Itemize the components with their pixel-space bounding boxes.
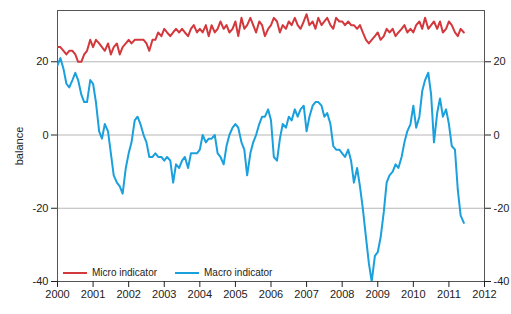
svg-text:-40: -40 — [33, 275, 49, 287]
svg-text:-20: -20 — [494, 202, 510, 214]
svg-text:2002: 2002 — [116, 288, 140, 300]
svg-text:2009: 2009 — [366, 288, 390, 300]
svg-text:2005: 2005 — [223, 288, 247, 300]
svg-text:2008: 2008 — [330, 288, 354, 300]
svg-text:2001: 2001 — [81, 288, 105, 300]
svg-text:20: 20 — [494, 55, 506, 67]
svg-text:-20: -20 — [33, 202, 49, 214]
svg-text:2011: 2011 — [437, 288, 461, 300]
svg-text:2012: 2012 — [472, 288, 496, 300]
svg-text:2007: 2007 — [294, 288, 318, 300]
svg-text:2006: 2006 — [259, 288, 283, 300]
html-text:Micro indicator: Micro indicator — [92, 267, 157, 278]
svg-text:2010: 2010 — [401, 288, 425, 300]
html-text:Macro indicator: Macro indicator — [204, 267, 273, 278]
svg-text:balance: balance — [13, 127, 25, 166]
svg-text:2004: 2004 — [188, 288, 212, 300]
svg-text:-40: -40 — [494, 275, 510, 287]
svg-text:2000: 2000 — [45, 288, 69, 300]
svg-text:20: 20 — [36, 55, 48, 67]
svg-text:0: 0 — [494, 129, 500, 141]
svg-text:0: 0 — [42, 129, 48, 141]
svg-text:2003: 2003 — [152, 288, 176, 300]
